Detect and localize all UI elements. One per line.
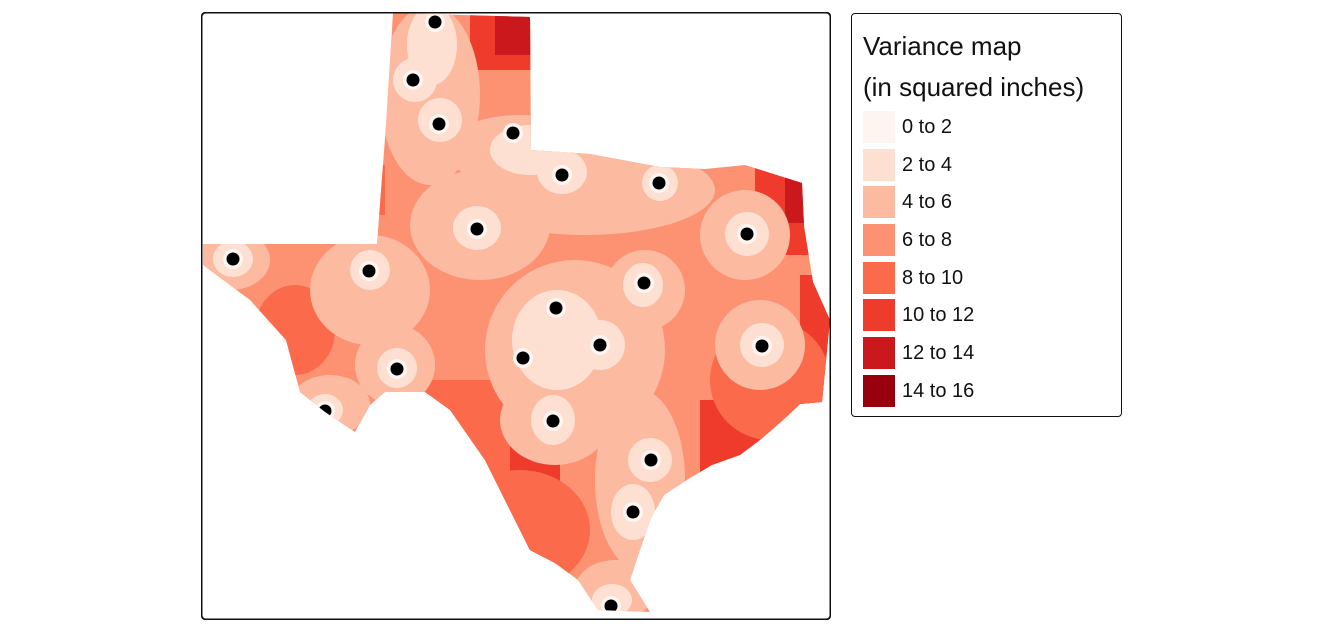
legend-swatch <box>863 374 895 407</box>
sample-point <box>226 252 240 266</box>
legend-label: 8 to 10 <box>902 266 964 289</box>
sample-point <box>390 362 404 376</box>
legend-title-line-2: (in squared inches) <box>863 72 1085 102</box>
legend-swatch <box>863 186 895 219</box>
sample-point <box>506 126 520 140</box>
sample-point <box>470 222 484 236</box>
legend-swatch <box>863 337 895 370</box>
legend-swatch <box>863 148 895 181</box>
legend-label: 4 to 6 <box>902 191 953 214</box>
sample-point <box>428 15 442 29</box>
sample-point <box>362 264 376 278</box>
sample-point <box>318 404 332 418</box>
legend-label: 10 to 12 <box>902 304 975 327</box>
legend-label: 14 to 16 <box>902 379 975 402</box>
legend-swatch <box>863 261 895 294</box>
legend-label: 0 to 2 <box>902 116 953 138</box>
legend-label: 2 to 4 <box>902 153 953 176</box>
sample-point <box>406 73 420 87</box>
sample-point <box>516 351 530 365</box>
sample-point <box>652 176 666 190</box>
map-frame-border <box>201 12 831 620</box>
sample-point <box>644 453 658 467</box>
sample-points <box>226 15 769 612</box>
sample-point <box>755 339 769 353</box>
sample-point <box>740 227 754 241</box>
sample-point <box>432 117 446 131</box>
sample-point <box>555 168 569 182</box>
legend-label: 6 to 8 <box>902 229 953 252</box>
legend-swatch <box>863 111 895 143</box>
sample-point <box>637 276 651 290</box>
sample-point <box>549 301 563 315</box>
legend-title-line-1: Variance map <box>863 31 1022 61</box>
legend-swatch <box>863 299 895 332</box>
sample-point <box>546 414 560 428</box>
sample-point <box>626 505 640 519</box>
sample-point <box>604 599 618 612</box>
legend-label: 12 to 14 <box>902 342 975 365</box>
legend: Variance map (in squared inches) 0 to 2 2… <box>851 13 1122 417</box>
sample-point <box>593 338 607 352</box>
legend-swatch <box>863 224 895 257</box>
